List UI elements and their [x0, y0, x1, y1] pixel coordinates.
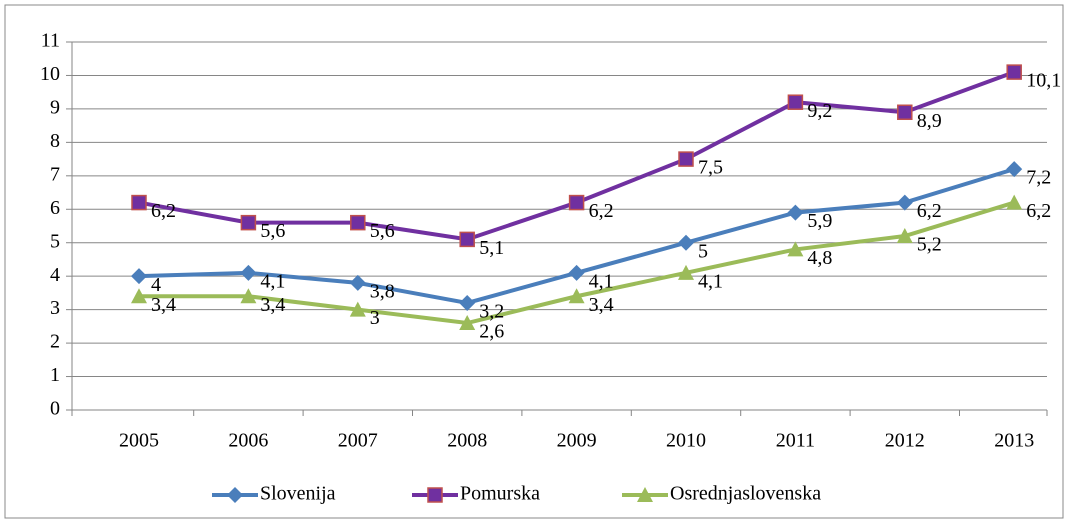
marker [240, 214, 257, 231]
marker [240, 288, 257, 304]
data-label: 5,6 [260, 220, 285, 242]
marker [131, 194, 147, 211]
data-label: 7,2 [1026, 167, 1051, 189]
x-tick-label: 2008 [447, 430, 487, 452]
y-tick-label: 4 [50, 264, 60, 286]
y-tick-label: 7 [50, 163, 60, 185]
data-label: 5,1 [479, 237, 504, 259]
data-label: 4 [151, 274, 161, 296]
legend-marker [427, 487, 443, 503]
data-label: 3,4 [260, 294, 285, 316]
x-tick-label: 2005 [119, 430, 159, 452]
x-tick-label: 2009 [557, 430, 597, 452]
data-label: 3,8 [370, 280, 395, 302]
y-tick-label: 2 [50, 331, 60, 353]
y-tick-label: 3 [50, 297, 60, 319]
x-tick-label: 2006 [228, 430, 268, 452]
data-label: 3,4 [151, 294, 176, 316]
marker [459, 231, 475, 248]
data-label: 4,1 [698, 270, 723, 292]
x-tick-label: 2007 [338, 430, 378, 452]
legend-label: Osrednjaslovenska [670, 483, 821, 505]
legend-marker [637, 487, 653, 502]
marker [568, 194, 585, 211]
x-tick-label: 2011 [776, 430, 815, 452]
marker [678, 151, 694, 167]
data-label: 6,2 [589, 200, 614, 222]
data-label: 3 [370, 307, 380, 329]
marker [350, 214, 366, 231]
legend-label: Pomurska [460, 483, 540, 505]
y-tick-label: 6 [50, 197, 60, 219]
marker [1006, 161, 1023, 178]
data-label: 5 [698, 240, 708, 262]
data-label: 6,2 [151, 200, 176, 222]
marker [897, 104, 913, 121]
x-tick-label: 2013 [994, 430, 1034, 452]
y-tick-label: 10 [40, 63, 60, 85]
data-label: 7,5 [698, 157, 723, 179]
marker [131, 288, 147, 304]
marker [787, 94, 804, 110]
data-label: 5,6 [370, 220, 395, 242]
x-tick-label: 2010 [666, 430, 706, 452]
marker [131, 268, 147, 285]
marker [1006, 64, 1022, 80]
marker [568, 264, 585, 281]
y-tick-label: 11 [41, 30, 60, 52]
data-label: 6,2 [917, 200, 942, 222]
marker [349, 274, 366, 291]
data-label: 5,9 [807, 210, 832, 232]
data-label: 9,2 [807, 100, 832, 122]
marker [896, 228, 913, 244]
y-tick-label: 1 [50, 364, 60, 386]
y-tick-label: 9 [50, 97, 60, 119]
chart-border [4, 4, 1064, 519]
legend-label: Slovenija [260, 483, 336, 505]
data-label: 4,8 [807, 247, 832, 269]
marker [240, 264, 257, 281]
marker [459, 315, 476, 331]
y-tick-label: 8 [50, 130, 60, 152]
data-label: 3,4 [589, 294, 614, 316]
data-label: 10,1 [1026, 70, 1061, 92]
marker [1006, 194, 1023, 210]
marker [678, 234, 694, 251]
data-label: 2,6 [479, 321, 504, 343]
y-tick-label: 5 [50, 230, 60, 252]
marker [787, 204, 804, 221]
marker [787, 241, 804, 257]
data-label: 3,2 [479, 301, 504, 323]
marker [896, 194, 913, 211]
data-label: 4,1 [260, 270, 285, 292]
x-tick-label: 2012 [885, 430, 925, 452]
marker [459, 294, 476, 311]
marker [678, 264, 694, 280]
legend-marker [227, 487, 243, 503]
data-label: 6,2 [1026, 200, 1051, 222]
data-label: 5,2 [917, 234, 942, 256]
data-label: 8,9 [917, 110, 942, 132]
marker [568, 288, 585, 304]
y-tick-label: 0 [50, 398, 60, 420]
marker [349, 301, 366, 317]
data-label: 4,1 [589, 270, 614, 292]
